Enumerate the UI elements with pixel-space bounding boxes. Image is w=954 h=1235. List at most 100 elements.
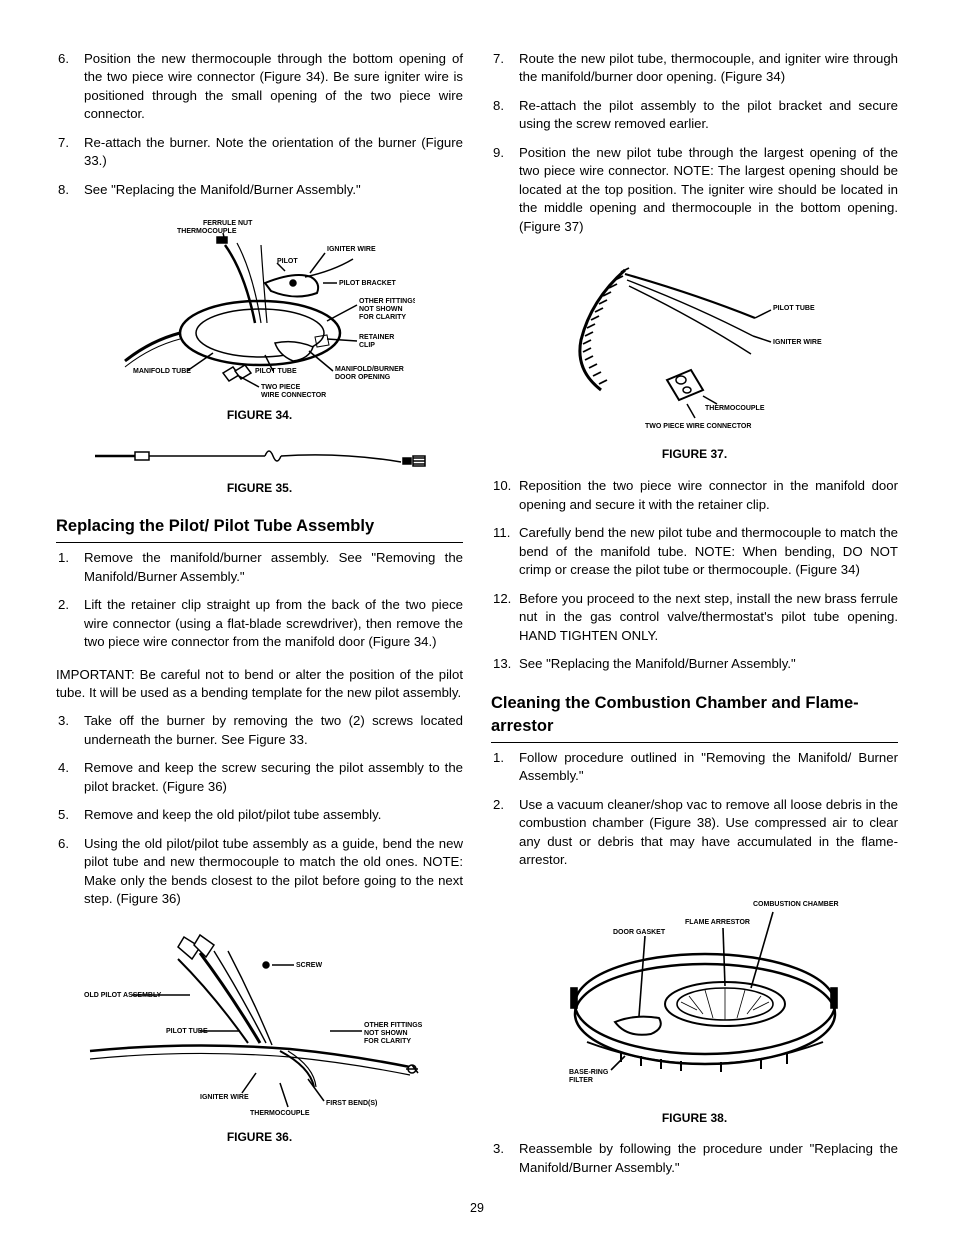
- step-number: 9.: [491, 144, 519, 236]
- svg-text:MANIFOLD TUBE: MANIFOLD TUBE: [133, 368, 191, 375]
- step-number: 3.: [56, 712, 84, 749]
- svg-text:OTHER FITTINGSNOT SHOWNFOR CLA: OTHER FITTINGSNOT SHOWNFOR CLARITY: [359, 298, 415, 321]
- step-number: 8.: [56, 181, 84, 199]
- svg-text:PILOT TUBE: PILOT TUBE: [255, 368, 297, 375]
- step-text: See "Replacing the Manifold/Burner Assem…: [84, 181, 463, 199]
- figure-34: FERRULE NUT THERMOCOUPLE IGNITER WIRE PI…: [56, 213, 463, 424]
- step-item: 2.Use a vacuum cleaner/shop vac to remov…: [491, 796, 898, 870]
- section1-steps-b: 3.Take off the burner by removing the tw…: [56, 712, 463, 908]
- step-item: 8.See "Replacing the Manifold/Burner Ass…: [56, 181, 463, 199]
- step-number: 5.: [56, 806, 84, 824]
- step-item: 12.Before you proceed to the next step, …: [491, 590, 898, 645]
- svg-text:OLD PILOT ASSEMBLY: OLD PILOT ASSEMBLY: [84, 992, 162, 999]
- important-note: IMPORTANT: Be careful not to bend or alt…: [56, 666, 463, 703]
- figure-37: PILOT TUBE IGNITER WIRE THERMOCOUPLE TWO…: [491, 250, 898, 463]
- step-text: Re-attach the burner. Note the orientati…: [84, 134, 463, 171]
- step-text: Using the old pilot/pilot tube assembly …: [84, 835, 463, 909]
- svg-text:IGNITER WIRE: IGNITER WIRE: [200, 1094, 249, 1101]
- step-text: See "Replacing the Manifold/Burner Assem…: [519, 655, 898, 673]
- step-text: Take off the burner by removing the two …: [84, 712, 463, 749]
- figure-34-svg: FERRULE NUT THERMOCOUPLE IGNITER WIRE PI…: [105, 213, 415, 401]
- figure-35: FIGURE 35.: [56, 438, 463, 497]
- right-more-steps: 10.Reposition the two piece wire connect…: [491, 477, 898, 673]
- step-item: 10.Reposition the two piece wire connect…: [491, 477, 898, 514]
- section-heading-cleaning: Cleaning the Combustion Chamber and Flam…: [491, 692, 898, 743]
- step-text: Lift the retainer clip straight up from …: [84, 596, 463, 651]
- svg-text:TWO PIECE WIRE CONNECTOR: TWO PIECE WIRE CONNECTOR: [645, 423, 751, 430]
- page: 6.Position the new thermocouple through …: [0, 0, 954, 1235]
- step-item: 6.Using the old pilot/pilot tube assembl…: [56, 835, 463, 909]
- step-text: Before you proceed to the next step, ins…: [519, 590, 898, 645]
- left-column: 6.Position the new thermocouple through …: [56, 50, 463, 1191]
- section2-steps-a: 1.Follow procedure outlined in "Removing…: [491, 749, 898, 870]
- step-number: 7.: [491, 50, 519, 87]
- svg-text:MANIFOLD/BURNERDOOR OPENING: MANIFOLD/BURNERDOOR OPENING: [335, 366, 404, 381]
- step-number: 11.: [491, 524, 519, 579]
- svg-text:TWO PIECEWIRE CONNECTOR: TWO PIECEWIRE CONNECTOR: [261, 384, 326, 399]
- step-text: Carefully bend the new pilot tube and th…: [519, 524, 898, 579]
- figure-38-caption: FIGURE 38.: [491, 1110, 898, 1127]
- svg-text:COMBUSTION CHAMBER: COMBUSTION CHAMBER: [753, 901, 839, 908]
- step-number: 12.: [491, 590, 519, 645]
- step-item: 1.Remove the manifold/burner assembly. S…: [56, 549, 463, 586]
- step-text: Reassemble by following the procedure un…: [519, 1140, 898, 1177]
- figure-38-svg: COMBUSTION CHAMBER FLAME ARRESTOR DOOR G…: [525, 884, 865, 1104]
- step-number: 6.: [56, 50, 84, 124]
- step-item: 5.Remove and keep the old pilot/pilot tu…: [56, 806, 463, 824]
- step-text: Re-attach the pilot assembly to the pilo…: [519, 97, 898, 134]
- step-item: 13.See "Replacing the Manifold/Burner As…: [491, 655, 898, 673]
- svg-text:FIRST BEND(S): FIRST BEND(S): [326, 1100, 377, 1107]
- figure-37-caption: FIGURE 37.: [491, 446, 898, 463]
- step-text: Use a vacuum cleaner/shop vac to remove …: [519, 796, 898, 870]
- step-number: 10.: [491, 477, 519, 514]
- step-number: 7.: [56, 134, 84, 171]
- step-item: 6.Position the new thermocouple through …: [56, 50, 463, 124]
- figure-35-caption: FIGURE 35.: [56, 480, 463, 497]
- step-item: 11.Carefully bend the new pilot tube and…: [491, 524, 898, 579]
- svg-text:OTHER FITTINGSNOT SHOWNFOR CLA: OTHER FITTINGSNOT SHOWNFOR CLARITY: [364, 1022, 423, 1045]
- step-text: Remove and keep the old pilot/pilot tube…: [84, 806, 463, 824]
- step-text: Remove the manifold/burner assembly. See…: [84, 549, 463, 586]
- step-number: 6.: [56, 835, 84, 909]
- figure-36: SCREW OLD PILOT ASSEMBLY PILOT TUBE OTHE…: [56, 923, 463, 1146]
- svg-text:PILOT TUBE: PILOT TUBE: [773, 305, 815, 312]
- figure-35-svg: [85, 438, 435, 474]
- figure-37-svg: PILOT TUBE IGNITER WIRE THERMOCOUPLE TWO…: [555, 250, 835, 440]
- svg-text:THERMOCOUPLE: THERMOCOUPLE: [177, 228, 237, 235]
- svg-text:PILOT BRACKET: PILOT BRACKET: [339, 280, 397, 287]
- step-item: 1.Follow procedure outlined in "Removing…: [491, 749, 898, 786]
- right-initial-steps: 7.Route the new pilot tube, thermocouple…: [491, 50, 898, 236]
- step-text: Follow procedure outlined in "Removing t…: [519, 749, 898, 786]
- step-number: 4.: [56, 759, 84, 796]
- step-item: 2.Lift the retainer clip straight up fro…: [56, 596, 463, 651]
- svg-text:PILOT: PILOT: [277, 258, 298, 265]
- figure-36-caption: FIGURE 36.: [56, 1129, 463, 1146]
- step-item: 7.Route the new pilot tube, thermocouple…: [491, 50, 898, 87]
- step-item: 7.Re-attach the burner. Note the orienta…: [56, 134, 463, 171]
- step-number: 2.: [491, 796, 519, 870]
- step-number: 13.: [491, 655, 519, 673]
- svg-text:FERRULE NUT: FERRULE NUT: [203, 220, 253, 227]
- step-number: 1.: [491, 749, 519, 786]
- step-text: Position the new pilot tube through the …: [519, 144, 898, 236]
- column-layout: 6.Position the new thermocouple through …: [56, 50, 898, 1191]
- svg-text:SCREW: SCREW: [296, 962, 322, 969]
- step-text: Position the new thermocouple through th…: [84, 50, 463, 124]
- step-number: 2.: [56, 596, 84, 651]
- svg-text:RETAINERCLIP: RETAINERCLIP: [359, 334, 394, 349]
- svg-text:IGNITER WIRE: IGNITER WIRE: [773, 339, 822, 346]
- page-number: 29: [0, 1200, 954, 1218]
- left-initial-steps: 6.Position the new thermocouple through …: [56, 50, 463, 199]
- step-number: 8.: [491, 97, 519, 134]
- figure-36-svg: SCREW OLD PILOT ASSEMBLY PILOT TUBE OTHE…: [80, 923, 440, 1123]
- step-text: Route the new pilot tube, thermocouple, …: [519, 50, 898, 87]
- figure-34-caption: FIGURE 34.: [56, 407, 463, 424]
- svg-text:THERMOCOUPLE: THERMOCOUPLE: [705, 405, 765, 412]
- step-item: 3.Reassemble by following the procedure …: [491, 1140, 898, 1177]
- step-number: 1.: [56, 549, 84, 586]
- section1-steps-a: 1.Remove the manifold/burner assembly. S…: [56, 549, 463, 651]
- right-column: 7.Route the new pilot tube, thermocouple…: [491, 50, 898, 1191]
- svg-text:PILOT TUBE: PILOT TUBE: [166, 1028, 208, 1035]
- step-text: Reposition the two piece wire connector …: [519, 477, 898, 514]
- section-heading-pilot-tube: Replacing the Pilot/ Pilot Tube Assembly: [56, 515, 463, 543]
